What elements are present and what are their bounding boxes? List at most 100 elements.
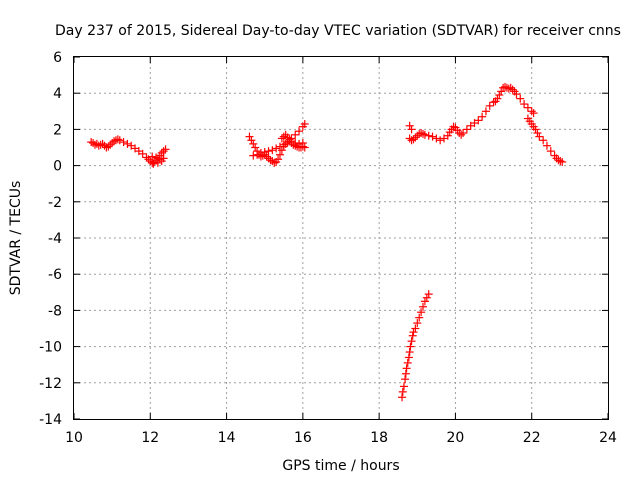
data-point bbox=[495, 91, 504, 100]
data-point bbox=[287, 137, 296, 146]
x-tick-label: 22 bbox=[523, 430, 541, 446]
data-point bbox=[268, 146, 277, 155]
data-point bbox=[272, 144, 281, 153]
y-tick-label: 0 bbox=[53, 159, 62, 175]
data-point bbox=[398, 393, 407, 402]
data-points bbox=[87, 82, 567, 402]
y-tick-label: -8 bbox=[48, 303, 62, 319]
data-point bbox=[405, 134, 414, 143]
data-point bbox=[407, 337, 416, 346]
data-point bbox=[275, 142, 284, 151]
data-point bbox=[256, 148, 265, 157]
data-point bbox=[270, 158, 279, 167]
x-tick-label: 24 bbox=[599, 430, 617, 446]
data-point bbox=[428, 132, 437, 141]
data-point bbox=[533, 129, 542, 138]
y-tick-label: -4 bbox=[48, 231, 62, 247]
data-point bbox=[285, 135, 294, 144]
data-point bbox=[142, 153, 151, 162]
data-point bbox=[478, 112, 487, 121]
data-point bbox=[148, 152, 157, 161]
y-tick-label: 2 bbox=[53, 122, 62, 138]
data-point bbox=[485, 101, 494, 110]
x-tick-label: 18 bbox=[370, 430, 388, 446]
chart-title: Day 237 of 2015, Sidereal Day-to-day VTE… bbox=[55, 23, 621, 39]
data-point bbox=[419, 302, 428, 311]
data-point bbox=[262, 152, 271, 161]
data-point bbox=[508, 85, 517, 94]
data-point bbox=[300, 143, 309, 152]
data-point bbox=[523, 103, 532, 112]
data-point bbox=[408, 331, 417, 340]
data-point bbox=[432, 134, 441, 143]
data-point bbox=[245, 132, 254, 141]
x-tick-label: 20 bbox=[447, 430, 465, 446]
data-point bbox=[398, 387, 407, 396]
data-point bbox=[489, 98, 498, 107]
data-point bbox=[512, 90, 521, 99]
data-point bbox=[275, 150, 284, 159]
y-tick-label: -10 bbox=[39, 340, 62, 356]
data-point bbox=[295, 139, 304, 148]
data-point bbox=[100, 141, 109, 150]
data-point bbox=[115, 136, 124, 145]
data-point bbox=[405, 348, 414, 357]
data-point bbox=[155, 155, 164, 164]
x-axis-label: GPS time / hours bbox=[282, 458, 399, 474]
data-point bbox=[497, 87, 506, 96]
data-point bbox=[449, 122, 458, 131]
y-tick-label: -2 bbox=[48, 195, 62, 211]
data-point bbox=[298, 138, 307, 147]
data-point bbox=[409, 328, 418, 337]
data-point bbox=[457, 130, 466, 139]
y-tick-label: 4 bbox=[53, 86, 62, 102]
data-point bbox=[424, 131, 433, 140]
data-point bbox=[556, 157, 565, 166]
data-point bbox=[274, 155, 283, 164]
y-axis-label: SDTVAR / TECUs bbox=[8, 181, 24, 296]
data-point bbox=[474, 116, 483, 125]
data-point bbox=[159, 147, 168, 156]
data-point bbox=[123, 139, 132, 148]
data-point bbox=[104, 142, 113, 151]
data-point bbox=[420, 297, 429, 306]
x-tick-label: 12 bbox=[141, 430, 159, 446]
data-point bbox=[407, 125, 416, 134]
data-point bbox=[161, 145, 170, 154]
data-point bbox=[119, 138, 128, 147]
data-point bbox=[419, 129, 428, 138]
data-point bbox=[504, 84, 513, 93]
data-point bbox=[462, 125, 471, 134]
data-point bbox=[554, 156, 563, 165]
data-point bbox=[401, 369, 410, 378]
data-point bbox=[106, 140, 115, 149]
data-point bbox=[138, 149, 147, 158]
x-tick-label: 10 bbox=[65, 430, 83, 446]
data-point bbox=[542, 141, 551, 150]
data-point bbox=[539, 136, 548, 145]
y-tick-label: -12 bbox=[39, 376, 62, 392]
data-point bbox=[411, 133, 420, 142]
data-point bbox=[481, 107, 490, 116]
data-point bbox=[506, 83, 515, 92]
data-point bbox=[159, 154, 168, 163]
x-tick-label: 16 bbox=[294, 430, 312, 446]
data-point bbox=[277, 134, 286, 143]
data-point bbox=[150, 157, 159, 166]
data-point bbox=[157, 148, 166, 157]
data-point bbox=[409, 135, 418, 144]
data-point bbox=[113, 135, 122, 144]
data-point bbox=[268, 157, 277, 166]
data-point bbox=[110, 137, 119, 146]
data-point bbox=[291, 138, 300, 147]
data-point bbox=[424, 290, 433, 299]
data-point bbox=[260, 148, 269, 157]
data-point bbox=[89, 138, 98, 147]
data-point bbox=[527, 107, 536, 116]
data-point bbox=[415, 313, 424, 322]
data-point bbox=[152, 153, 161, 162]
y-tick-label: -14 bbox=[39, 412, 62, 428]
x-tick-label: 14 bbox=[218, 430, 236, 446]
data-point bbox=[403, 358, 412, 367]
